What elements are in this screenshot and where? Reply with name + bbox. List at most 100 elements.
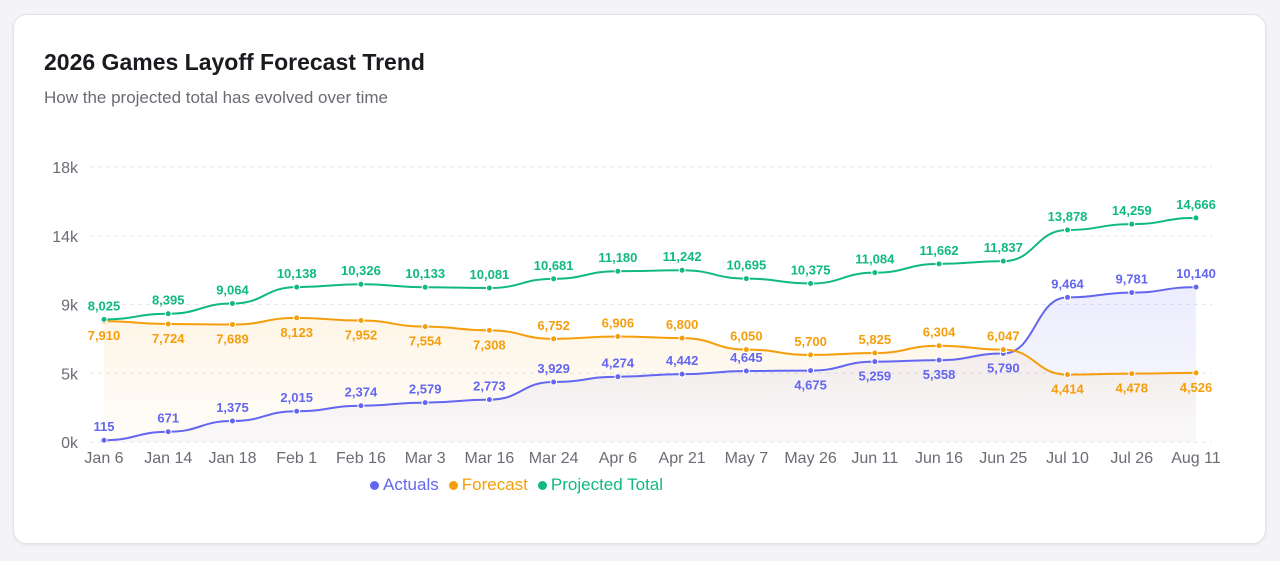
x-tick-label: Jul 26 xyxy=(1110,450,1153,467)
data-label-forecast: 5,700 xyxy=(794,334,827,349)
data-label-actuals: 9,464 xyxy=(1051,276,1084,291)
data-label-actuals: 2,374 xyxy=(345,385,378,400)
data-label-actuals: 4,675 xyxy=(794,378,827,393)
point-projected-total xyxy=(999,257,1007,265)
point-actuals xyxy=(550,378,558,386)
data-label-forecast: 7,554 xyxy=(409,334,442,349)
legend-item-actuals[interactable]: Actuals xyxy=(370,475,439,495)
point-forecast xyxy=(1192,369,1200,377)
point-forecast xyxy=(999,346,1007,354)
data-label-actuals: 4,645 xyxy=(730,350,763,365)
data-label-forecast: 7,724 xyxy=(152,331,185,346)
point-forecast xyxy=(1128,370,1136,378)
point-projected-total xyxy=(164,310,172,318)
data-label-forecast: 6,047 xyxy=(987,329,1020,344)
data-label-projected-total: 13,878 xyxy=(1048,209,1088,224)
data-label-forecast: 5,825 xyxy=(859,332,892,347)
legend-label-forecast: Forecast xyxy=(461,475,528,494)
data-label-forecast: 7,952 xyxy=(345,328,378,343)
data-label-projected-total: 14,259 xyxy=(1112,203,1152,218)
point-actuals xyxy=(614,373,622,381)
data-label-actuals: 2,579 xyxy=(409,382,442,397)
data-label-projected-total: 8,395 xyxy=(152,293,185,308)
point-projected-total xyxy=(742,275,750,283)
data-label-projected-total: 8,025 xyxy=(88,298,121,313)
point-actuals xyxy=(1064,293,1072,301)
data-label-actuals: 2,015 xyxy=(280,390,313,405)
chart-legend: Actuals Forecast Projected Total xyxy=(370,475,663,495)
x-tick-label: Jul 10 xyxy=(1046,450,1089,467)
x-tick-label: Jun 11 xyxy=(851,450,898,467)
point-forecast xyxy=(807,351,815,359)
point-forecast xyxy=(871,349,879,357)
y-tick-label: 9k xyxy=(61,298,79,315)
point-projected-total xyxy=(614,267,622,275)
data-label-actuals: 3,929 xyxy=(537,361,570,376)
point-actuals xyxy=(935,356,943,364)
chart-card: 2026 Games Layoff Forecast Trend How the… xyxy=(13,14,1266,544)
point-projected-total xyxy=(1128,220,1136,228)
chart-subtitle: How the projected total has evolved over… xyxy=(44,88,388,107)
data-label-projected-total: 11,180 xyxy=(598,250,637,265)
point-actuals xyxy=(807,367,815,375)
x-tick-label: Apr 6 xyxy=(599,450,637,467)
point-actuals xyxy=(421,399,429,407)
data-label-projected-total: 11,084 xyxy=(855,252,895,267)
point-forecast xyxy=(1064,371,1072,379)
x-tick-label: Jan 18 xyxy=(208,450,256,467)
data-label-actuals: 10,140 xyxy=(1176,266,1216,281)
point-actuals xyxy=(1128,289,1136,297)
data-label-actuals: 671 xyxy=(157,411,179,426)
point-projected-total xyxy=(1064,226,1072,234)
data-label-forecast: 7,308 xyxy=(473,337,506,352)
data-label-forecast: 6,800 xyxy=(666,317,699,332)
data-label-actuals: 115 xyxy=(94,419,115,434)
point-projected-total xyxy=(228,300,236,308)
data-label-projected-total: 10,138 xyxy=(277,266,317,281)
point-projected-total xyxy=(678,266,686,274)
data-label-forecast: 6,752 xyxy=(537,318,570,333)
point-projected-total xyxy=(421,283,429,291)
data-label-forecast: 6,050 xyxy=(730,329,763,344)
data-label-projected-total: 10,133 xyxy=(405,266,445,281)
data-label-projected-total: 11,837 xyxy=(984,240,1023,255)
chart-title: 2026 Games Layoff Forecast Trend xyxy=(44,49,425,75)
data-label-forecast: 7,910 xyxy=(88,328,121,343)
y-tick-label: 14k xyxy=(52,229,79,246)
data-label-projected-total: 14,666 xyxy=(1176,197,1216,212)
data-label-forecast: 4,526 xyxy=(1180,380,1213,395)
data-label-projected-total: 11,662 xyxy=(920,243,959,258)
data-label-forecast: 6,304 xyxy=(923,325,956,340)
x-tick-label: Feb 16 xyxy=(336,450,386,467)
point-actuals xyxy=(678,370,686,378)
data-label-forecast: 7,689 xyxy=(216,332,249,347)
data-label-projected-total: 10,326 xyxy=(341,263,381,278)
x-tick-label: Jun 16 xyxy=(915,450,963,467)
data-label-actuals: 5,259 xyxy=(859,369,892,384)
legend-item-projected-total[interactable]: Projected Total xyxy=(537,475,663,495)
point-actuals xyxy=(228,417,236,425)
x-tick-label: Feb 1 xyxy=(276,450,317,467)
point-projected-total xyxy=(935,260,943,268)
point-projected-total xyxy=(550,275,558,283)
point-forecast xyxy=(742,346,750,354)
legend-item-forecast[interactable]: Forecast xyxy=(448,475,528,495)
point-actuals xyxy=(871,358,879,366)
x-tick-label: Aug 11 xyxy=(1171,450,1221,467)
y-tick-label: 0k xyxy=(61,435,79,452)
data-label-projected-total: 10,695 xyxy=(726,258,766,273)
data-label-forecast: 4,478 xyxy=(1115,381,1148,396)
data-label-actuals: 2,773 xyxy=(473,379,506,394)
data-label-actuals: 5,790 xyxy=(987,361,1020,376)
point-actuals xyxy=(164,428,172,436)
point-forecast xyxy=(485,326,493,334)
x-tick-label: May 7 xyxy=(725,450,769,467)
point-projected-total xyxy=(293,283,301,291)
point-actuals xyxy=(1192,283,1200,291)
area-forecast xyxy=(104,317,1196,442)
x-tick-label: Jun 25 xyxy=(979,450,1027,467)
x-tick-label: Jan 6 xyxy=(84,450,123,467)
data-label-forecast: 6,906 xyxy=(602,315,635,330)
point-forecast xyxy=(550,335,558,343)
